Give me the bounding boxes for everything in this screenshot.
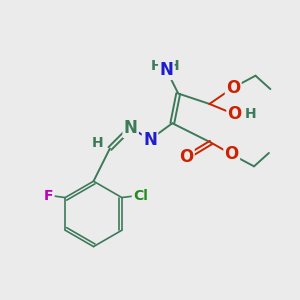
Text: H: H <box>151 59 163 73</box>
Text: Cl: Cl <box>133 189 148 203</box>
Text: O: O <box>226 79 240 97</box>
Text: O: O <box>179 148 194 166</box>
Text: N: N <box>159 61 173 79</box>
Text: O: O <box>228 105 242 123</box>
Text: F: F <box>44 189 54 203</box>
Text: H: H <box>92 136 103 150</box>
Text: O: O <box>225 146 239 164</box>
Text: N: N <box>124 119 138 137</box>
Text: H: H <box>245 107 257 121</box>
Text: H: H <box>168 59 180 73</box>
Text: N: N <box>143 130 157 148</box>
